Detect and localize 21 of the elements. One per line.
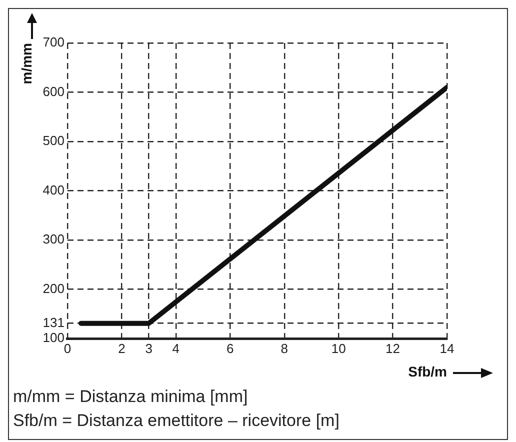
text: Sfb/m = Distanza emettitore – ricevitore [m] [12, 410, 340, 432]
x-tick-label: 0 [64, 340, 72, 356]
x-tick-label: 14 [440, 340, 454, 356]
x-tick-label: 2 [118, 340, 126, 356]
x-tick-label: 4 [172, 340, 180, 356]
x-axis-title: Sfb/m [408, 363, 447, 380]
y-tick-label: 131 [42, 314, 64, 330]
y-tick-label: 200 [42, 280, 64, 296]
y-tick-label: 100 [42, 330, 64, 346]
text: m/mm = Distanza minima [mm] [12, 386, 249, 408]
x-tick-label: 3 [145, 340, 152, 356]
x-tick-label: 8 [280, 340, 288, 356]
y-tick-label: 700 [42, 34, 64, 50]
y-tick-label: 500 [42, 133, 64, 148]
y-axis-title: m/mm [18, 43, 34, 84]
y-tick-label: 300 [42, 232, 64, 247]
x-tick-label: 6 [226, 340, 234, 356]
x-tick-label: 10 [331, 340, 346, 356]
y-tick-label: 400 [42, 182, 64, 198]
x-tick-label: 12 [386, 340, 400, 356]
y-tick-label: 600 [42, 84, 64, 99]
